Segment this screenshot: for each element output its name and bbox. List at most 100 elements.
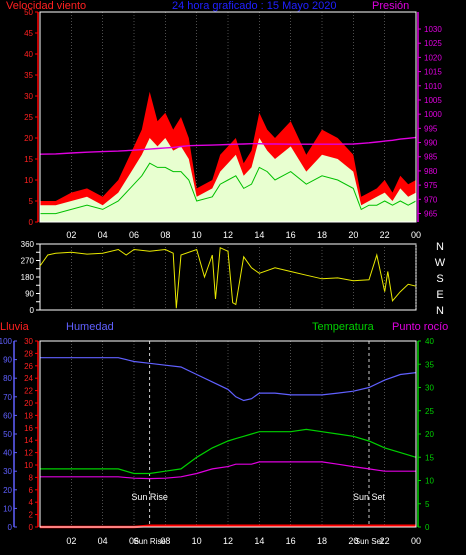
pressure-tick-label: 980 — [424, 167, 438, 176]
wind-tick-label: 15 — [24, 155, 33, 164]
pressure-tick-label: 1000 — [424, 110, 442, 119]
pressure-axis-label: Presión — [372, 0, 409, 12]
wind-x-tick-label: 20 — [348, 230, 358, 240]
wind-x-tick-label: 08 — [160, 230, 170, 240]
wind-tick-label: 25 — [24, 113, 33, 122]
wind-plot-frame — [39, 11, 417, 223]
rain-tick-label: 10 — [24, 461, 33, 470]
temperature-line — [40, 428, 417, 475]
wind-tick-label: 45 — [24, 29, 33, 38]
wind-x-tick-label: 16 — [286, 230, 296, 240]
rain-tick-label: 0 — [29, 523, 34, 532]
pressure-tick-label: 975 — [424, 181, 438, 190]
wind-axis-label: Velocidad viento — [6, 0, 86, 12]
pressure-tick-label: 1010 — [424, 82, 442, 91]
rain-tick-label: 26 — [24, 362, 33, 371]
rain-tick-label: 6 — [29, 486, 34, 495]
sunset-axis-label: Sun Set — [355, 537, 384, 546]
humidity-tick-label: 20 — [3, 486, 12, 495]
compass-label-n: N — [436, 241, 444, 253]
temperature-tick-label: 40 — [425, 337, 434, 346]
wind-x-tick-label: 12 — [223, 230, 233, 240]
rain-axis-label: Lluvia — [0, 321, 30, 333]
rain-tick-label: 20 — [24, 399, 33, 408]
wind-x-tick-label: 22 — [380, 230, 390, 240]
humidity-tick-label: 80 — [3, 374, 12, 383]
wind-x-tick-label: 18 — [317, 230, 327, 240]
rain-tick-label: 2 — [29, 511, 34, 520]
wind-x-tick-label: 10 — [192, 230, 202, 240]
temp-plot-frame — [39, 340, 417, 528]
humidity-line — [40, 357, 417, 402]
compass-label-e: E — [436, 289, 443, 301]
wind-x-tick-label: 06 — [129, 230, 139, 240]
temperature-tick-label: 0 — [425, 523, 430, 532]
pressure-tick-label: 990 — [424, 139, 438, 148]
wind-x-tick-label: 02 — [66, 230, 76, 240]
sunrise-label: Sun Rise — [131, 492, 168, 502]
wind-tick-label: 30 — [24, 92, 33, 101]
rain-tick-label: 22 — [24, 387, 33, 396]
humidity-tick-label: 0 — [8, 523, 13, 532]
direction-tick-label: 360 — [21, 240, 35, 249]
wind-tick-label: 10 — [24, 176, 33, 185]
direction-tick-label: 270 — [21, 257, 35, 266]
pressure-tick-label: 1025 — [424, 39, 442, 48]
rain-tick-label: 24 — [24, 374, 33, 383]
compass-label-n: N — [436, 305, 444, 317]
temperature-tick-label: 20 — [425, 430, 434, 439]
temp-x-tick-label: 04 — [98, 536, 108, 546]
temp-x-tick-label: 22 — [380, 536, 390, 546]
wind-tick-label: 40 — [24, 50, 33, 59]
pressure-tick-label: 1015 — [424, 68, 442, 77]
wind-tick-label: 50 — [24, 8, 33, 17]
rain-tick-label: 12 — [24, 449, 33, 458]
temp-x-tick-label: 16 — [286, 536, 296, 546]
humidity-tick-label: 70 — [3, 393, 12, 402]
temperature-tick-label: 35 — [425, 360, 434, 369]
sunrise-axis-label: Sun Rise — [133, 537, 166, 546]
wind-tick-label: 20 — [24, 134, 33, 143]
compass-label-w: W — [435, 257, 446, 269]
rain-tick-label: 18 — [24, 411, 33, 420]
temp-x-tick-label: 14 — [254, 536, 264, 546]
temperature-tick-label: 15 — [425, 453, 434, 462]
temperature-axis-label: Temperatura — [312, 321, 375, 333]
humidity-tick-label: 60 — [3, 411, 12, 420]
direction-tick-label: 0 — [30, 306, 35, 315]
temperature-tick-label: 10 — [425, 477, 434, 486]
temp-x-tick-label: 12 — [223, 536, 233, 546]
temp-x-tick-label: 10 — [192, 536, 202, 546]
direction-tick-label: 180 — [21, 273, 35, 282]
rain-tick-label: 4 — [29, 498, 34, 507]
pressure-tick-label: 1020 — [424, 53, 442, 62]
pressure-tick-label: 1030 — [424, 25, 442, 34]
pressure-tick-label: 995 — [424, 124, 438, 133]
direction-tick-label: 90 — [25, 290, 34, 299]
humidity-tick-label: 10 — [3, 504, 12, 513]
wind-average-line — [40, 162, 417, 215]
rain-tick-label: 8 — [29, 473, 34, 482]
wind-tick-label: 35 — [24, 71, 33, 80]
pressure-tick-label: 965 — [424, 209, 438, 218]
rain-tick-label: 14 — [24, 436, 33, 445]
direction-line — [39, 246, 417, 309]
dewpoint-axis-label: Punto rocío — [392, 321, 448, 333]
wind-pressure-panel: Velocidad viento 24 hora graficado : 15 … — [6, 0, 442, 240]
humidity-tick-label: 30 — [3, 467, 12, 476]
temp-x-tick-label: 08 — [160, 536, 170, 546]
temp-x-tick-label: 06 — [129, 536, 139, 546]
rain-tick-label: 16 — [24, 424, 33, 433]
wind-tick-label: 5 — [29, 197, 34, 206]
pressure-tick-label: 970 — [424, 195, 438, 204]
rain-tick-label: 30 — [24, 337, 33, 346]
pressure-line — [39, 136, 417, 155]
temperature-tick-label: 5 — [425, 500, 430, 509]
sunset-label: Sun Set — [353, 492, 386, 502]
wind-x-tick-label: 00 — [411, 230, 421, 240]
rain-tick-label: 28 — [24, 349, 33, 358]
compass-label-s: S — [436, 273, 443, 285]
chart-title: 24 hora graficado : 15 Mayo 2020 — [172, 0, 337, 12]
